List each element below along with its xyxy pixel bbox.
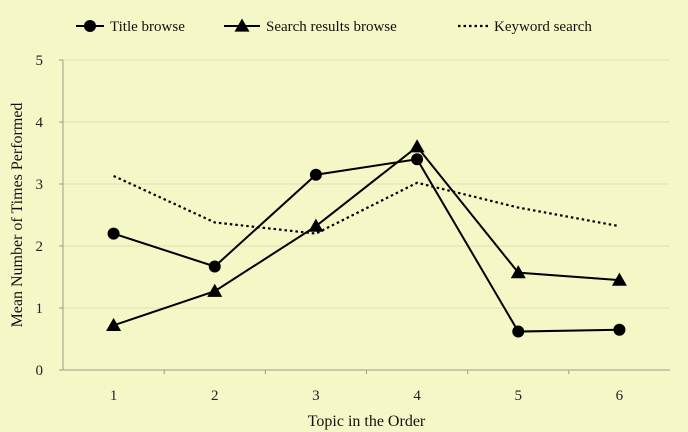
data-point-title-browse xyxy=(411,153,424,166)
legend-label: Title browse xyxy=(110,19,185,35)
data-point-title-browse xyxy=(512,325,525,338)
legend-label: Keyword search xyxy=(494,19,592,35)
series-layer xyxy=(106,139,627,338)
data-point-search-results-browse xyxy=(106,317,122,331)
legend-item-keyword-search: Keyword search xyxy=(458,19,592,35)
series-line-title-browse xyxy=(113,158,620,333)
gridlines xyxy=(63,59,670,309)
data-point-search-results-browse xyxy=(510,265,526,279)
y-axis-label: Mean Number of Times Performed xyxy=(9,103,26,328)
legend-item-search-results-browse: Search results browse xyxy=(224,18,397,35)
y-tick-label: 1 xyxy=(36,301,44,317)
x-tick-label: 2 xyxy=(211,388,219,404)
x-tick-label: 1 xyxy=(110,388,118,404)
series-keyword-search xyxy=(113,174,620,235)
data-point-title-browse xyxy=(309,168,322,181)
y-tick-label: 5 xyxy=(36,53,44,69)
data-point-search-results-browse xyxy=(207,283,223,297)
legend-label: Search results browse xyxy=(266,19,397,35)
data-point-search-results-browse xyxy=(409,139,425,153)
x-tick-label: 4 xyxy=(413,388,421,404)
y-tick-label: 3 xyxy=(36,177,44,193)
series-search-results-browse xyxy=(106,139,627,331)
legend-item-title-browse: Title browse xyxy=(76,19,185,35)
legend-marker xyxy=(84,20,96,32)
data-point-search-results-browse xyxy=(308,218,324,232)
x-axis-label: Topic in the Order xyxy=(308,413,426,430)
y-tick-label: 4 xyxy=(36,115,44,131)
series-line-keyword-search xyxy=(113,174,620,235)
axes: 0 1 2 3 4 5 1 2 3 4 5 6 xyxy=(36,53,670,404)
data-point-title-browse xyxy=(208,260,221,273)
x-tick-label: 5 xyxy=(515,388,523,404)
y-tick-label: 2 xyxy=(36,239,44,255)
series-line-search-results-browse xyxy=(113,145,620,327)
x-tick-label: 6 xyxy=(616,388,624,404)
legend-marker xyxy=(234,18,250,32)
data-point-title-browse xyxy=(613,323,626,336)
x-tick-label: 3 xyxy=(312,388,320,404)
legend: Title browse Search results browse Keyword… xyxy=(76,18,592,35)
data-point-title-browse xyxy=(107,227,120,240)
series-title-browse xyxy=(107,153,626,338)
y-tick-label: 0 xyxy=(36,363,44,379)
data-point-search-results-browse xyxy=(611,272,627,286)
